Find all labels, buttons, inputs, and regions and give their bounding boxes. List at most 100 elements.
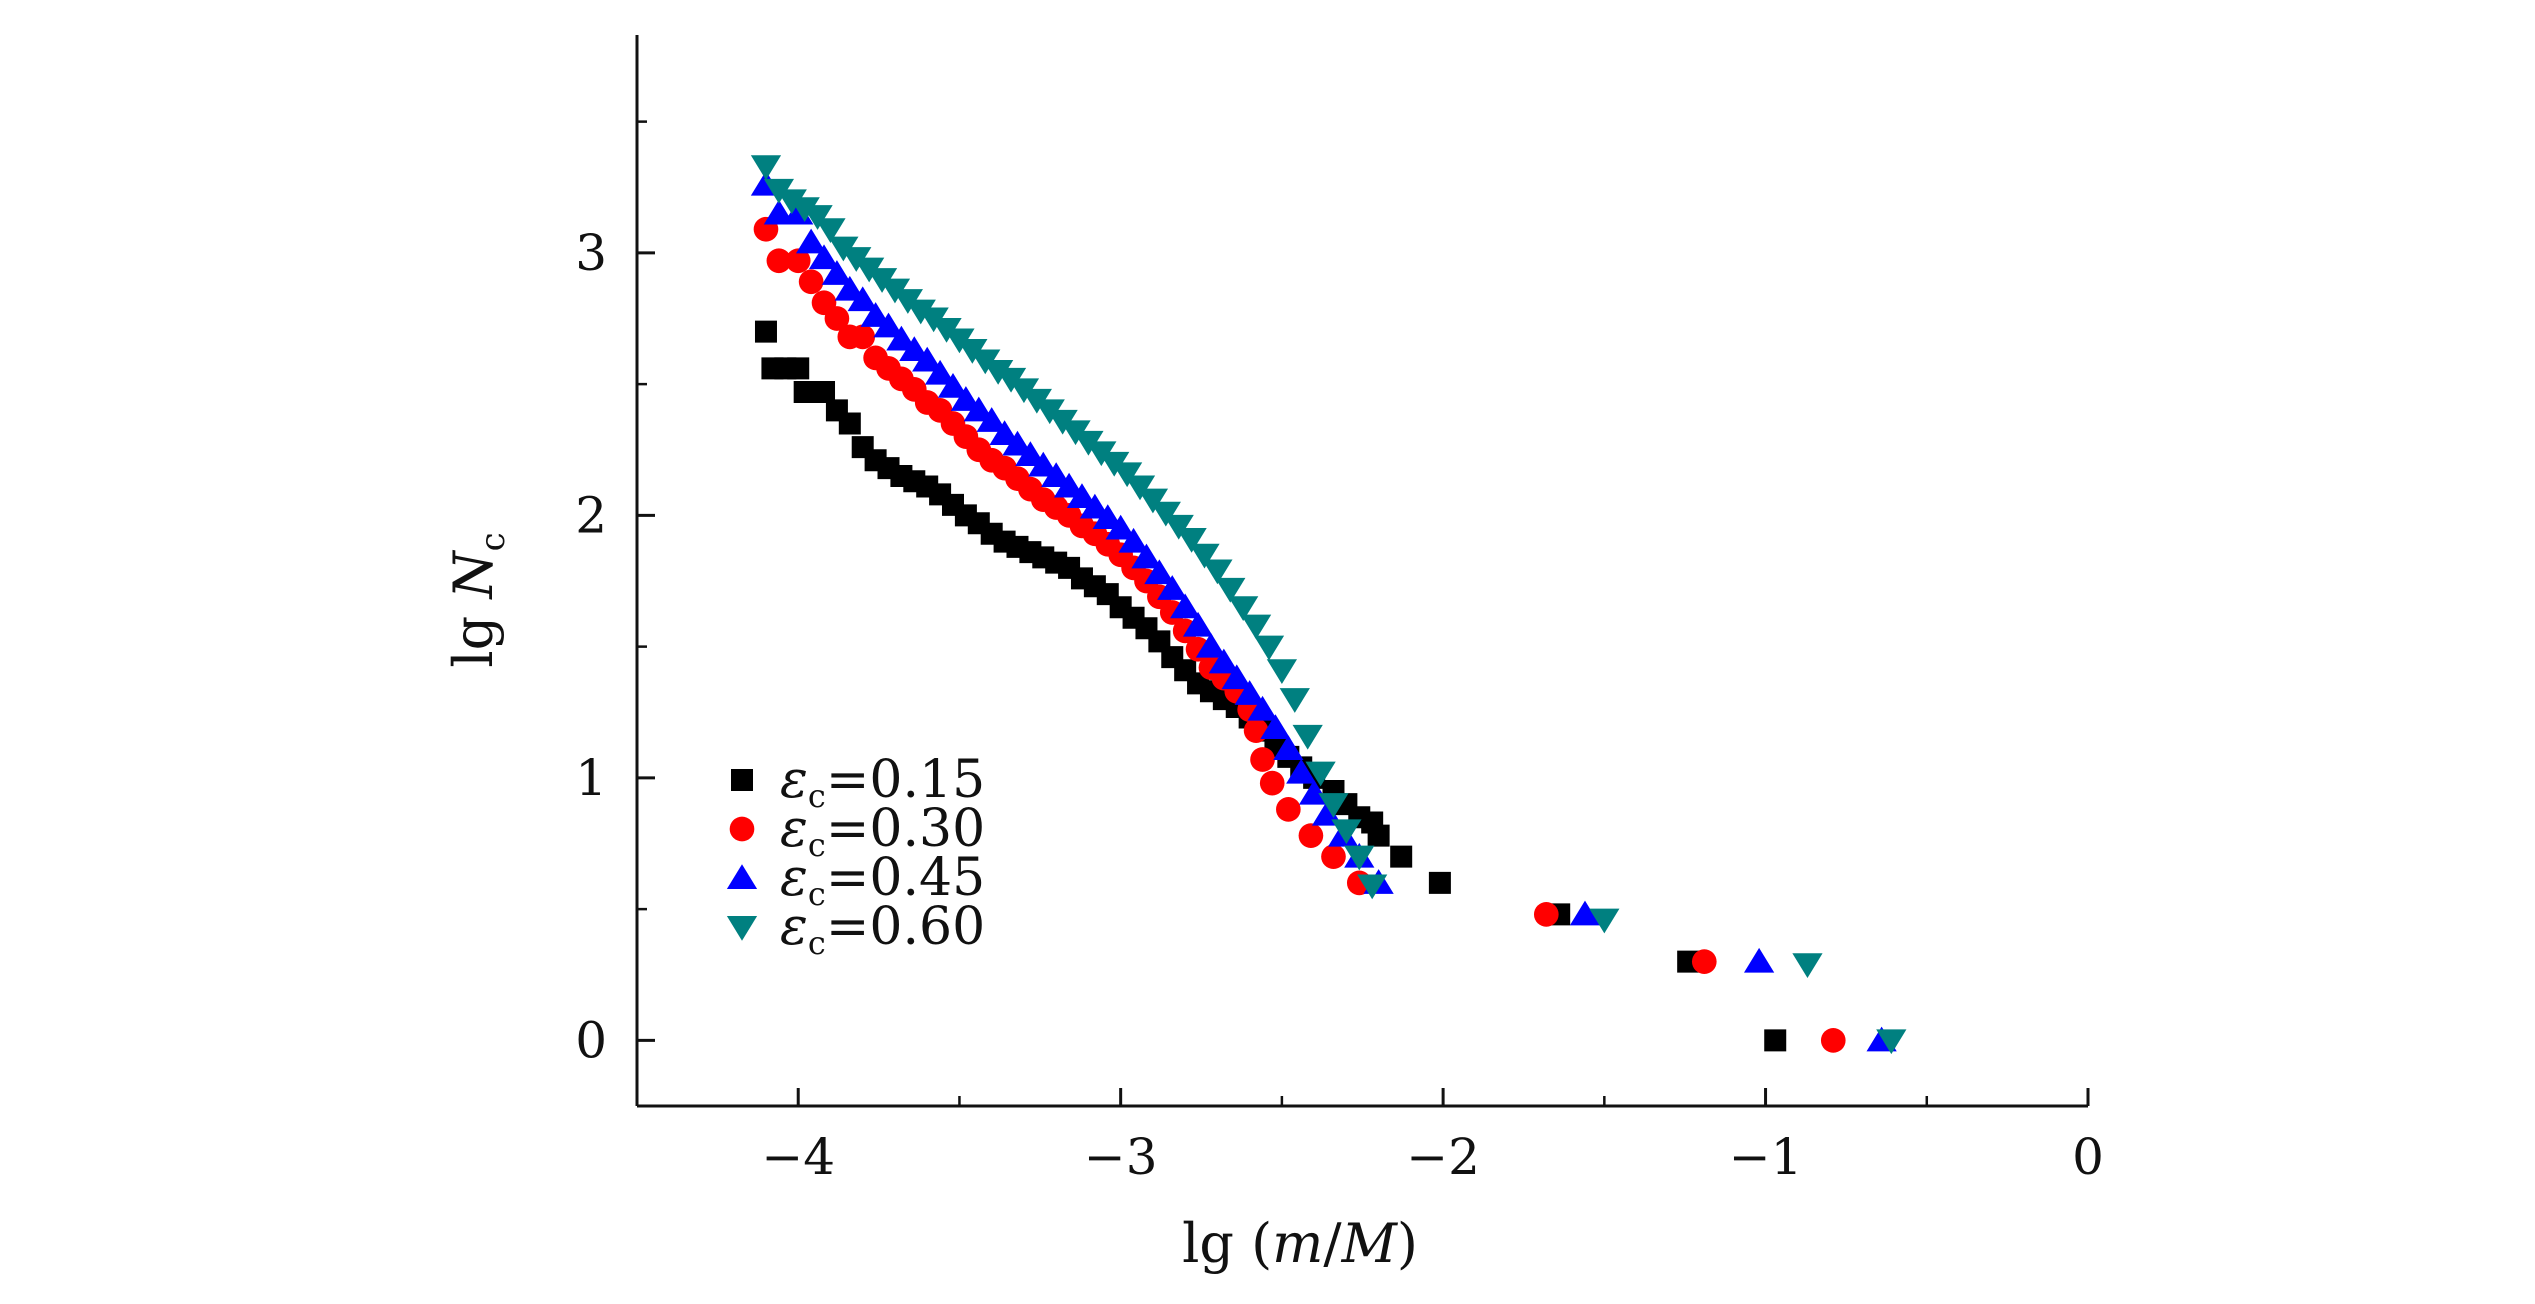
data-point bbox=[834, 275, 865, 301]
x-tick-label: −2 bbox=[1406, 1128, 1480, 1186]
data-point bbox=[1170, 593, 1201, 619]
data-point bbox=[1124, 475, 1156, 501]
data-point bbox=[793, 381, 816, 403]
legend-marker bbox=[726, 916, 758, 941]
data-point bbox=[1253, 635, 1285, 661]
data-point bbox=[1176, 528, 1207, 553]
data-point bbox=[963, 396, 994, 422]
data-point bbox=[886, 325, 917, 351]
data-point bbox=[1092, 504, 1123, 529]
data-point bbox=[1041, 462, 1072, 487]
data-point bbox=[754, 320, 777, 343]
data-point bbox=[1876, 1029, 1907, 1055]
data-point bbox=[924, 359, 956, 385]
data-point bbox=[1066, 483, 1098, 508]
data-point bbox=[1144, 559, 1175, 585]
data-point bbox=[1273, 735, 1304, 760]
data-point bbox=[1250, 747, 1275, 772]
data-point bbox=[824, 306, 850, 331]
data-point bbox=[937, 373, 969, 398]
data-point bbox=[1131, 543, 1162, 569]
ticks: −4 −3 −2 −1 0 0 1 2 3 bbox=[575, 120, 2104, 1186]
x-tick-label: −4 bbox=[761, 1128, 835, 1186]
data-point bbox=[1221, 664, 1252, 690]
data-point bbox=[1137, 488, 1169, 514]
data-point bbox=[860, 302, 891, 327]
data-point bbox=[983, 360, 1014, 385]
data-point bbox=[1266, 659, 1298, 684]
data-point bbox=[1105, 514, 1136, 540]
data-point bbox=[763, 199, 795, 225]
data-point bbox=[1111, 462, 1143, 488]
x-tick-label: 0 bbox=[2072, 1128, 2104, 1186]
data-point bbox=[1240, 614, 1272, 640]
data-point bbox=[802, 205, 833, 230]
data-point bbox=[1569, 900, 1601, 926]
data-point bbox=[787, 357, 810, 380]
legend-marker bbox=[729, 816, 755, 842]
data-point bbox=[1390, 845, 1413, 868]
data-point bbox=[1234, 680, 1265, 705]
data-point bbox=[850, 324, 876, 350]
data-point bbox=[785, 248, 811, 274]
series-4 bbox=[750, 155, 1907, 1055]
x-tick-label: −1 bbox=[1729, 1128, 1803, 1186]
data-point bbox=[1202, 559, 1233, 585]
data-point bbox=[1189, 543, 1220, 569]
data-point bbox=[1053, 472, 1085, 498]
data-point bbox=[1195, 632, 1227, 658]
y-tick-label: 2 bbox=[575, 486, 607, 544]
data-point bbox=[1292, 724, 1323, 750]
data-point bbox=[1331, 819, 1362, 845]
data-point bbox=[1015, 441, 1046, 466]
x-tick-label: −3 bbox=[1084, 1128, 1158, 1186]
y-axis-title: lg Nc bbox=[442, 532, 513, 667]
data-point bbox=[1276, 797, 1301, 822]
data-point bbox=[1028, 451, 1059, 477]
data-point bbox=[1002, 430, 1033, 456]
data-point bbox=[1357, 874, 1388, 900]
data-point bbox=[789, 197, 820, 222]
data-point bbox=[1079, 493, 1110, 519]
data-point bbox=[1298, 823, 1324, 848]
data-point bbox=[989, 420, 1020, 445]
data-point bbox=[1691, 949, 1717, 974]
data-point bbox=[905, 299, 936, 325]
data-point bbox=[1367, 824, 1390, 847]
data-point bbox=[766, 248, 792, 274]
data-point bbox=[950, 386, 982, 411]
data-point bbox=[1792, 953, 1823, 978]
data-point bbox=[1260, 714, 1291, 739]
data-point bbox=[1163, 514, 1194, 540]
data-point bbox=[847, 286, 878, 312]
data-point bbox=[1279, 688, 1310, 713]
data-point bbox=[1764, 1029, 1787, 1052]
data-point bbox=[1118, 527, 1149, 553]
data-point bbox=[1157, 575, 1188, 600]
y-tick-label: 1 bbox=[575, 749, 607, 807]
data-point bbox=[798, 269, 824, 295]
data-point bbox=[750, 155, 782, 180]
x-axis-title: lg (m/M) bbox=[1182, 1212, 1418, 1275]
legend-marker bbox=[726, 864, 758, 889]
data-point bbox=[776, 189, 807, 215]
data-point bbox=[976, 407, 1007, 432]
legend-label: εc=0.45 bbox=[780, 848, 985, 913]
data-point bbox=[1344, 845, 1375, 871]
axes bbox=[635, 35, 2088, 1108]
data-point bbox=[1318, 793, 1349, 818]
data-point bbox=[1533, 902, 1559, 927]
data-point bbox=[813, 381, 836, 403]
legend-label: εc=0.30 bbox=[780, 799, 985, 864]
data-point bbox=[838, 412, 861, 435]
data-point bbox=[1743, 947, 1775, 973]
data-point bbox=[795, 228, 827, 254]
data-point bbox=[1228, 596, 1259, 621]
axis-labels: lg (m/M) lg Nc bbox=[442, 532, 1418, 1275]
data-point bbox=[1286, 758, 1317, 784]
data-point bbox=[815, 218, 846, 243]
data-point bbox=[1428, 871, 1451, 894]
